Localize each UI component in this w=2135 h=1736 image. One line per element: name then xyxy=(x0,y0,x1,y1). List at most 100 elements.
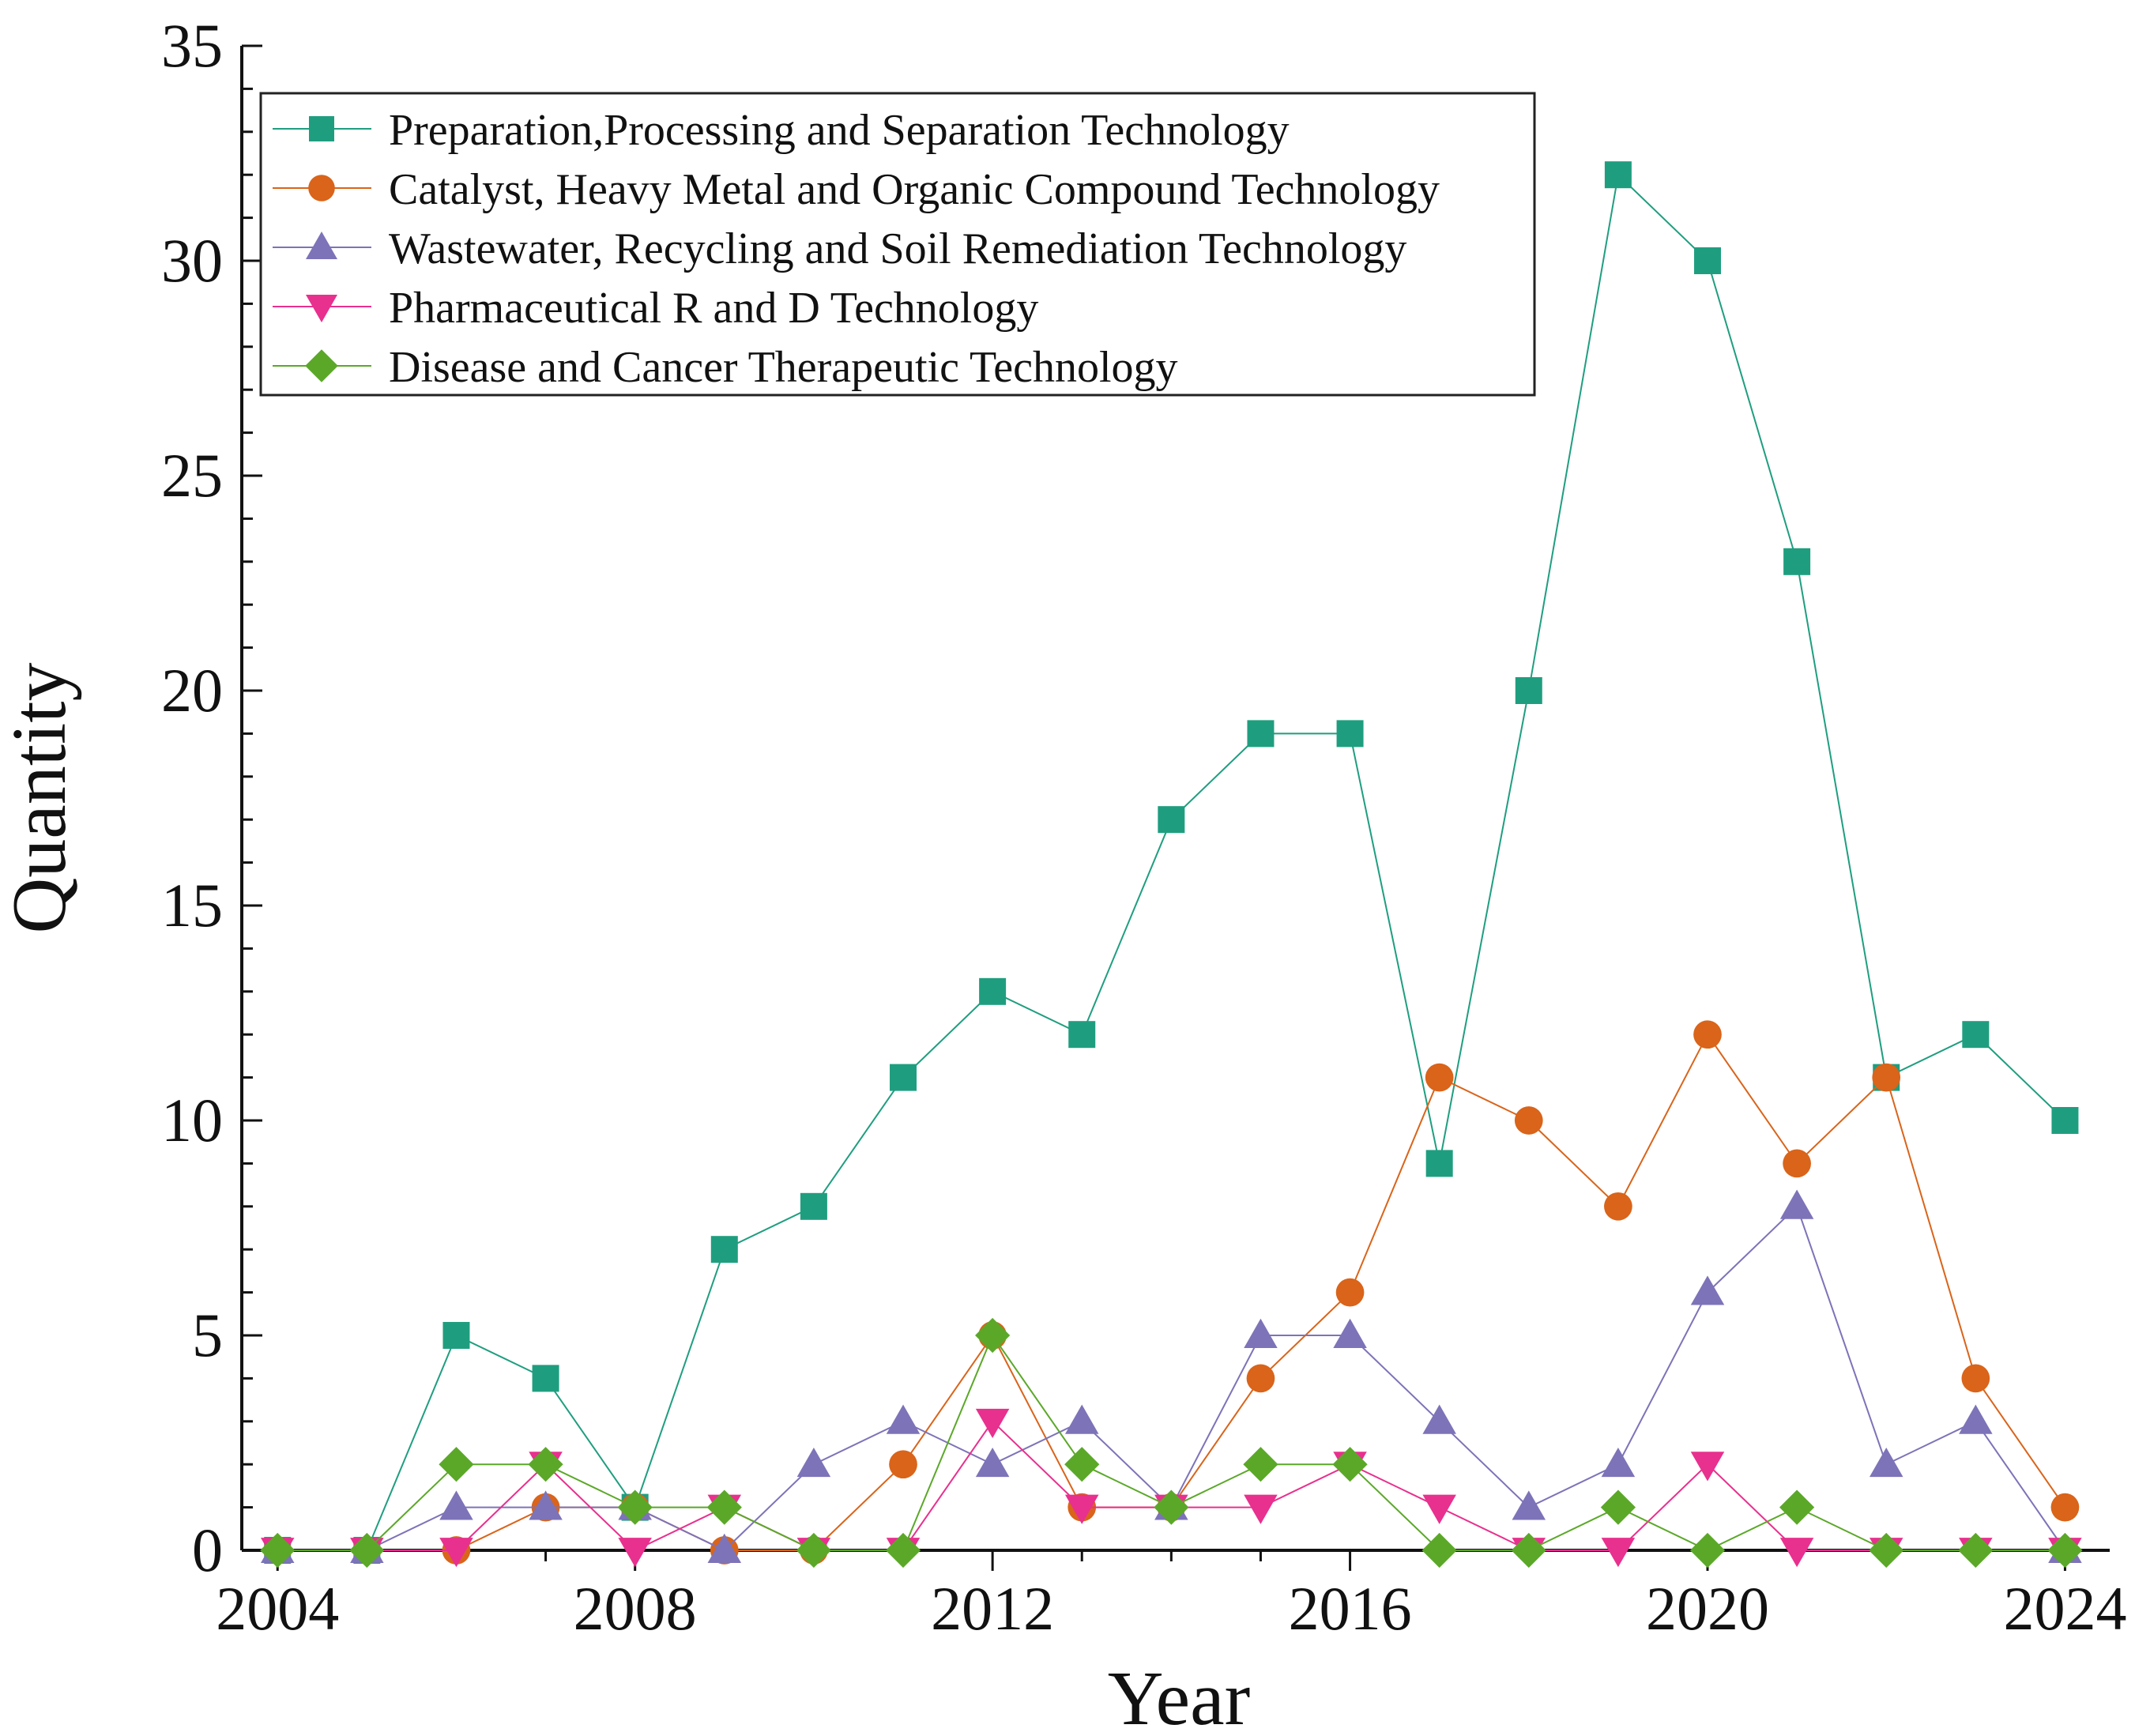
legend-entry: Wastewater, Recycling and Soil Remediati… xyxy=(273,224,1406,273)
data-point xyxy=(1425,1150,1453,1177)
data-point xyxy=(1872,1063,1901,1092)
data-point xyxy=(1783,548,1811,575)
x-ticks: 2004 2008 2012 2016 2020 2024 xyxy=(216,1550,2126,1643)
legend-label: Preparation,Processing and Separation Te… xyxy=(389,106,1290,155)
data-point xyxy=(1779,1538,1814,1568)
data-point xyxy=(710,1236,738,1263)
data-point xyxy=(1336,720,1364,747)
data-point xyxy=(1601,1538,1636,1568)
data-point xyxy=(1064,1494,1099,1524)
y-tick-label: 30 xyxy=(161,226,223,295)
series-layer xyxy=(260,161,2083,1568)
data-point xyxy=(529,1490,563,1520)
data-point xyxy=(1068,1021,1096,1049)
legend-marker xyxy=(305,349,338,382)
y-ticks: 0 5 10 15 20 25 30 35 xyxy=(161,11,262,1584)
data-point xyxy=(1064,1447,1100,1482)
data-point xyxy=(2051,1107,2079,1134)
data-point xyxy=(1689,1532,1726,1568)
data-point xyxy=(979,977,1007,1005)
data-point xyxy=(1332,1447,1368,1482)
legend-box xyxy=(259,92,1536,397)
legend-entry: Pharmaceutical R and D Technology xyxy=(273,284,1038,333)
data-point xyxy=(890,1064,917,1091)
data-point xyxy=(800,1192,827,1220)
data-point xyxy=(1335,1278,1365,1307)
data-point xyxy=(707,1533,742,1563)
data-point xyxy=(1690,1275,1725,1305)
data-point xyxy=(1961,1364,1990,1393)
x-tick-label: 2008 xyxy=(574,1574,697,1643)
x-tick-label: 2024 xyxy=(2003,1574,2126,1643)
data-point xyxy=(975,1317,1011,1354)
data-point xyxy=(1425,1063,1454,1092)
y-axis-title: Quantity xyxy=(0,663,82,934)
data-point xyxy=(349,1532,385,1568)
data-point xyxy=(1514,1106,1543,1135)
data-point xyxy=(1693,1020,1722,1049)
legend-label: Wastewater, Recycling and Soil Remediati… xyxy=(389,224,1406,273)
data-point xyxy=(885,1532,921,1568)
data-point xyxy=(1604,1192,1632,1221)
data-point xyxy=(1333,1318,1367,1348)
legend-label: Catalyst, Heavy Metal and Organic Compou… xyxy=(389,165,1440,214)
data-point xyxy=(975,1408,1010,1439)
data-point xyxy=(1783,1149,1811,1178)
legend-label: Disease and Cancer Therapeutic Technolog… xyxy=(389,343,1178,392)
data-point xyxy=(1604,161,1632,189)
x-axis-title: Year xyxy=(1108,1656,1251,1736)
x-tick-label: 2004 xyxy=(216,1574,339,1643)
data-point xyxy=(1515,677,1542,704)
legend-entry: Disease and Cancer Therapeutic Technolog… xyxy=(273,343,1178,392)
data-point xyxy=(1694,247,1722,274)
data-point xyxy=(1421,1532,1457,1568)
legend-marker xyxy=(306,295,337,322)
y-tick-label: 5 xyxy=(192,1301,223,1369)
legend-entry: Catalyst, Heavy Metal and Organic Compou… xyxy=(273,165,1440,214)
data-point xyxy=(260,1532,296,1568)
series-4 xyxy=(260,1408,2082,1568)
data-point xyxy=(1244,1494,1278,1524)
data-point xyxy=(2047,1532,2083,1568)
x-tick-label: 2016 xyxy=(1289,1574,1412,1643)
y-tick-label: 35 xyxy=(161,11,223,80)
data-point xyxy=(439,1447,474,1482)
data-point xyxy=(1243,1447,1278,1482)
x-tick-label: 2020 xyxy=(1646,1574,1769,1643)
data-point xyxy=(1422,1494,1456,1524)
legend-label: Pharmaceutical R and D Technology xyxy=(389,284,1038,333)
data-point xyxy=(706,1489,742,1525)
data-point xyxy=(796,1532,832,1568)
data-point xyxy=(1869,1447,1903,1478)
data-point xyxy=(1158,806,1185,834)
legend-entry: Preparation,Processing and Separation Te… xyxy=(273,106,1290,155)
legend-marker xyxy=(308,175,335,201)
data-point xyxy=(1512,1490,1546,1520)
data-point xyxy=(1601,1447,1636,1478)
data-point xyxy=(532,1365,559,1392)
data-point xyxy=(1511,1532,1546,1568)
data-point xyxy=(1422,1404,1456,1434)
data-point xyxy=(1064,1404,1099,1434)
legend-marker xyxy=(306,232,337,259)
data-point xyxy=(1869,1532,1904,1568)
data-point xyxy=(439,1490,473,1520)
data-point xyxy=(1690,1452,1725,1482)
data-point xyxy=(1779,1489,1815,1525)
data-point xyxy=(618,1538,652,1568)
data-point xyxy=(1959,1404,1993,1434)
legend: Preparation,Processing and Separation Te… xyxy=(259,92,1536,397)
data-point xyxy=(1962,1021,1990,1049)
y-tick-label: 20 xyxy=(161,656,223,725)
series-5 xyxy=(260,1317,2083,1568)
y-tick-label: 25 xyxy=(161,441,223,510)
data-point xyxy=(617,1489,653,1525)
data-point xyxy=(796,1447,831,1478)
data-point xyxy=(1154,1489,1189,1525)
data-point xyxy=(1244,1318,1278,1348)
data-point xyxy=(2050,1493,2080,1522)
data-point xyxy=(442,1322,470,1349)
y-tick-label: 10 xyxy=(161,1086,223,1154)
data-point xyxy=(1247,720,1275,747)
